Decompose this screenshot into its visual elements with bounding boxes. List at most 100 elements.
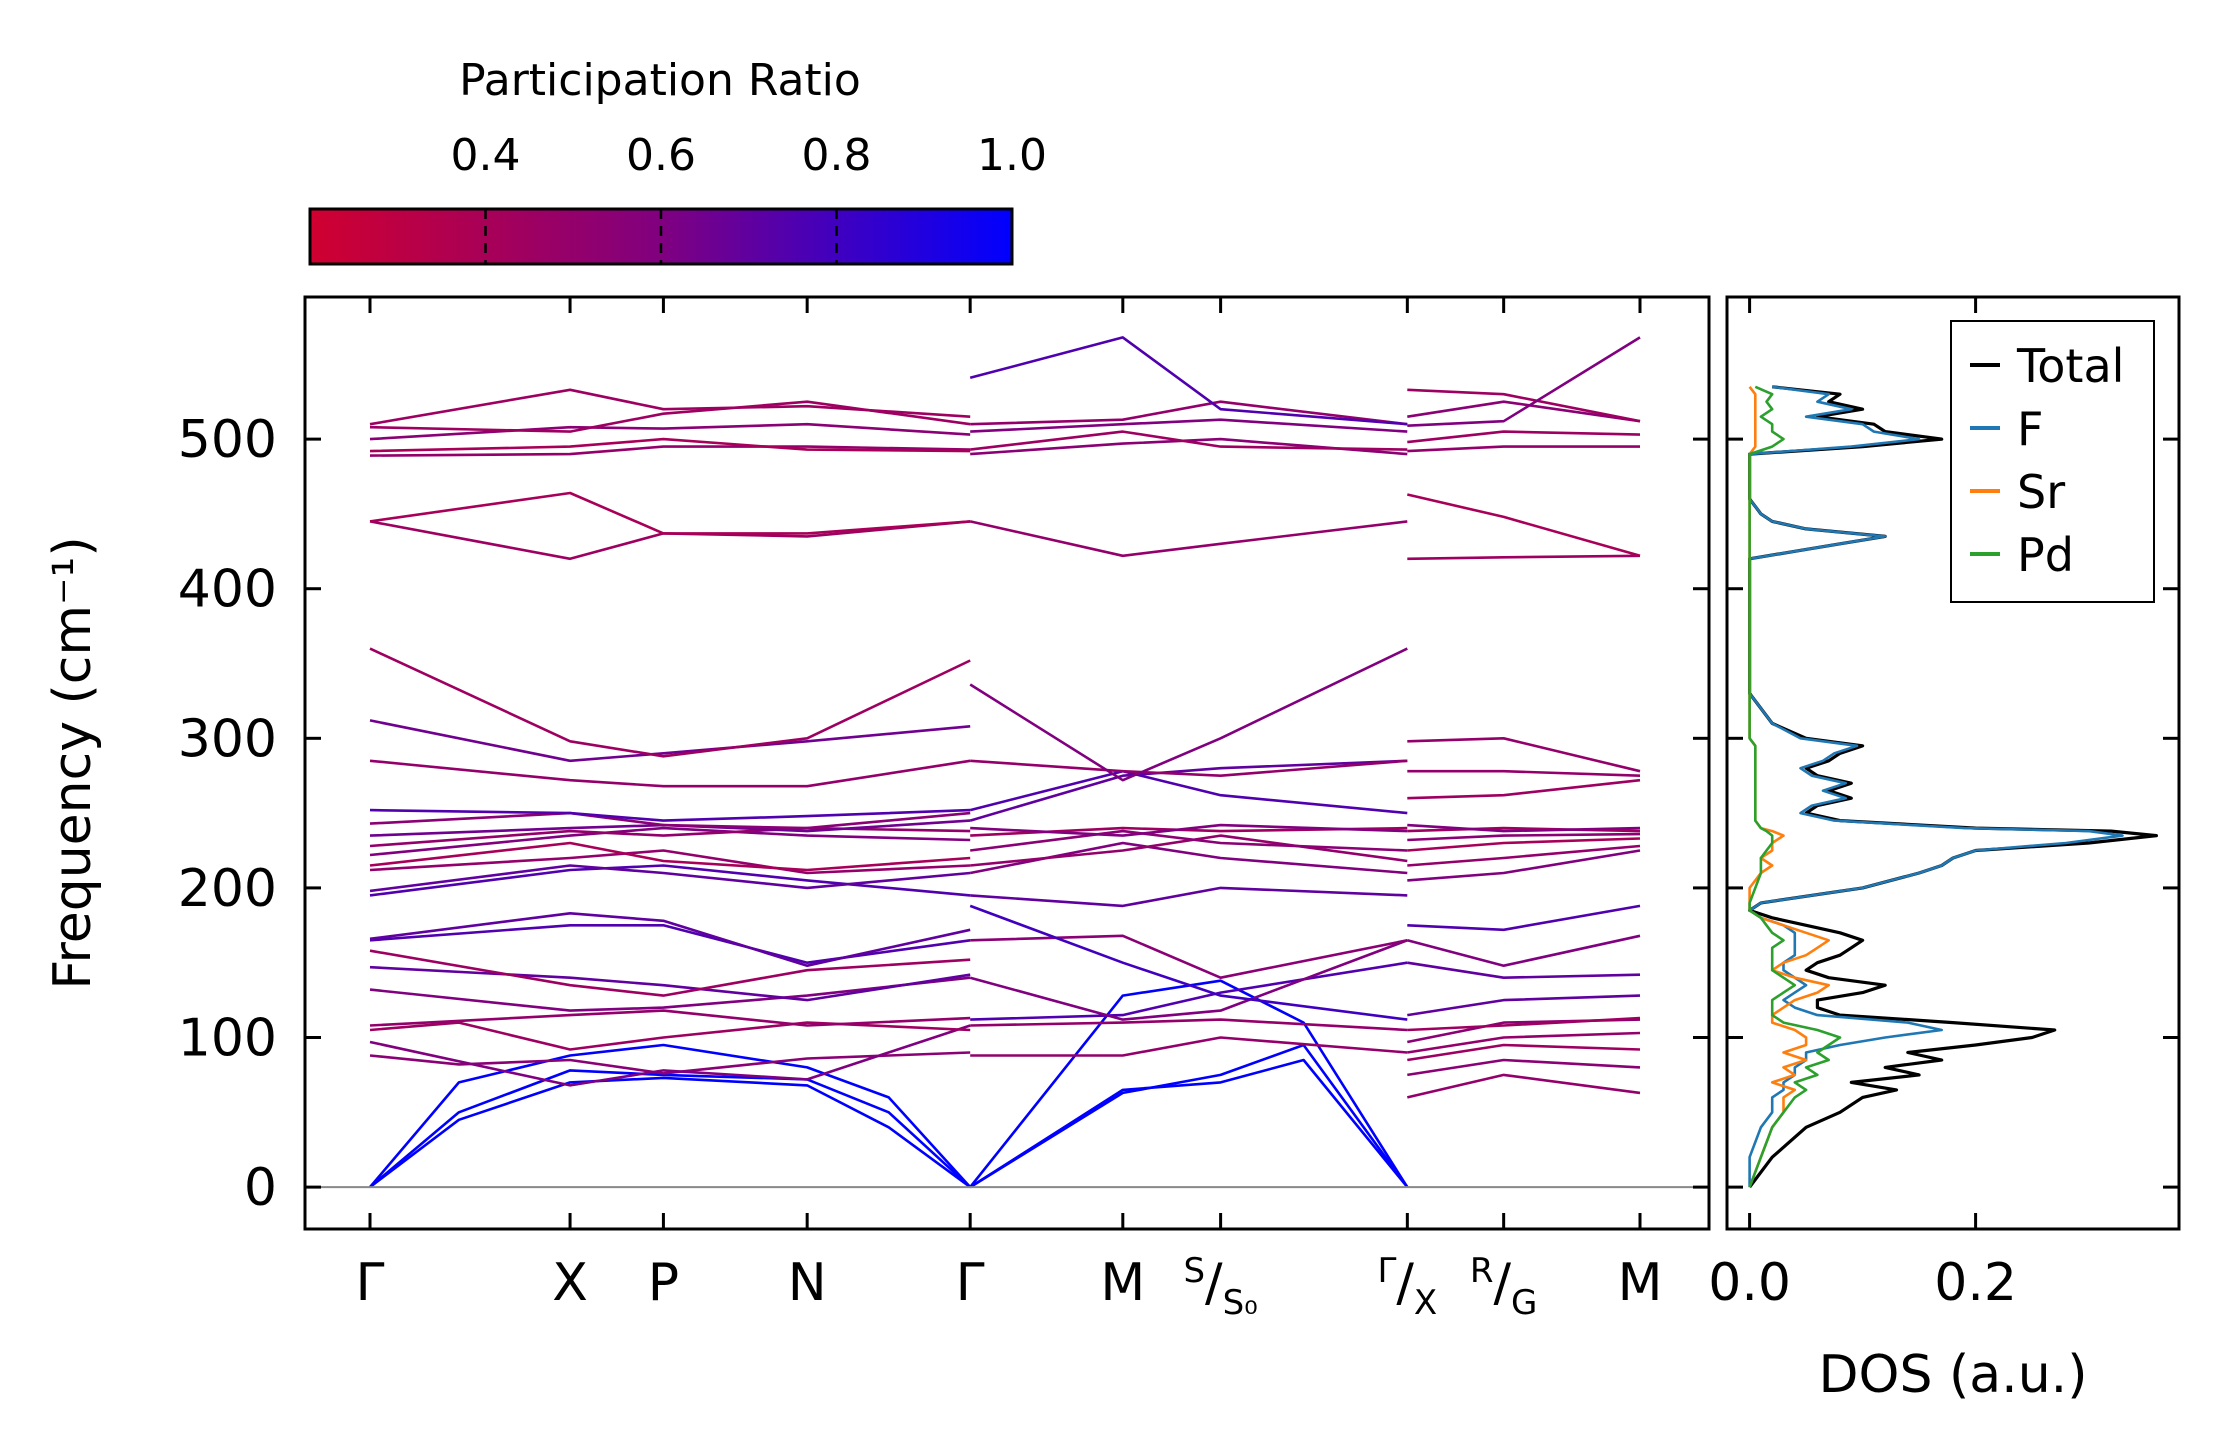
dos-lines: [1748, 385, 2158, 1189]
phonon-band: [369, 826, 971, 857]
phonon-band: [969, 759, 1408, 822]
band-y-axis: 0 100 200 300 400 500: [178, 410, 1709, 1218]
k-point-label-sub: S₀: [1223, 1283, 1258, 1323]
phonon-band: [969, 904, 1408, 1021]
phonon-band: [369, 841, 971, 872]
y-tick-label: 0: [244, 1158, 277, 1218]
phonon-band: [369, 388, 971, 426]
k-point-label-slash: /: [1396, 1253, 1414, 1313]
phonon-band: [1407, 832, 1641, 842]
dos-axes-frame: [1725, 295, 2181, 1231]
phonon-band: [969, 1058, 1409, 1189]
k-point-label-slash: /: [1494, 1253, 1512, 1313]
phonon-band: [369, 811, 971, 830]
colorbar-tick-label: 1.0: [977, 130, 1047, 181]
legend-label: Total: [2016, 339, 2124, 393]
phonon-band: [1407, 844, 1641, 867]
phonon-band: [1407, 849, 1641, 882]
colorbar-tick-label: 0.6: [626, 130, 696, 181]
phonon-band: [1407, 1018, 1641, 1044]
y-tick-label: 500: [178, 410, 277, 470]
phonon-band: [970, 437, 1408, 456]
phonon-band: [970, 829, 1408, 852]
phonon-band: [369, 849, 971, 875]
phonon-band: [1407, 1016, 1641, 1032]
phonon-band: [970, 1036, 1408, 1057]
phonon-band: [1407, 837, 1641, 852]
phonon-band: [369, 912, 971, 967]
phonon-band: [1407, 1031, 1641, 1054]
phonon-band: [970, 418, 1408, 433]
phonon-band: [369, 759, 971, 788]
phonon-band: [970, 759, 1408, 777]
phonon-band: [1407, 778, 1641, 800]
colorbar-ticks: 0.4 0.6 0.8 1.0: [451, 130, 1047, 264]
phonon-band: [369, 1051, 971, 1075]
phonon-band: [1407, 1058, 1641, 1077]
phonon-band: [369, 1024, 971, 1087]
k-point-label: M: [1100, 1253, 1145, 1313]
band-lines: [369, 336, 1641, 1189]
phonon-band: [969, 939, 1408, 1021]
band-x-axis: Γ X P N Γ M S/S₀Γ/XR/G M: [356, 297, 1663, 1323]
phonon-band: [369, 808, 971, 822]
k-point-label: P: [648, 1253, 679, 1313]
y-tick-label: 400: [178, 560, 277, 620]
phonon-band: [970, 834, 1408, 867]
y-tick-label: 200: [178, 859, 277, 919]
y-axis-label-text: Frequency (cm⁻¹): [43, 536, 103, 989]
phonon-band: [1407, 994, 1641, 1017]
k-point-label: N: [788, 1253, 827, 1313]
dos-x-tick-label: 0.2: [1934, 1253, 2017, 1313]
phonon-band: [969, 979, 1409, 1188]
k-point-label: Γ/X: [1377, 1251, 1437, 1323]
k-point-label: Γ: [956, 1253, 985, 1313]
phonon-band: [369, 719, 971, 763]
dos-series-sr: [1748, 386, 1830, 1188]
k-point-label-sup: S: [1183, 1251, 1205, 1291]
phonon-band: [1407, 388, 1641, 423]
legend-label: Sr: [2017, 465, 2065, 519]
phonon-band: [1407, 961, 1641, 979]
phonon-band: [970, 961, 1408, 1021]
dos-axes-ticks: 0.0 0.2: [1708, 297, 2179, 1313]
phonon-band: [1407, 336, 1641, 427]
phonon-band: [369, 864, 971, 897]
k-point-label: S/S₀: [1183, 1251, 1257, 1323]
phonon-band: [969, 520, 1408, 558]
band-axes-frame: [303, 295, 1711, 1231]
dos-series-f: [1748, 385, 2124, 1188]
phonon-band: [1407, 430, 1641, 444]
phonon-band: [970, 1018, 1408, 1032]
k-point-label-slash: /: [1205, 1253, 1223, 1313]
colorbar-tick-label: 0.4: [451, 130, 521, 181]
colorbar: Participation Ratio 0.4 0.6 0.8 1.0: [308, 55, 1047, 266]
phonon-band: [969, 336, 1408, 426]
phonon-band: [1407, 1043, 1641, 1062]
phonon-band: [369, 1076, 971, 1189]
k-point-label: M: [1618, 1253, 1663, 1313]
phonon-band: [969, 647, 1408, 782]
k-point-label-sub: X: [1414, 1283, 1437, 1323]
phonon-band: [970, 400, 1408, 426]
phonon-band: [369, 422, 971, 441]
k-point-label-sup: Γ: [1377, 1251, 1396, 1291]
phonon-band: [1407, 769, 1641, 777]
phonon-band: [369, 976, 971, 1012]
phonon-band: [970, 886, 1408, 908]
phonon-band: [1407, 554, 1641, 561]
phonon-band: [1406, 934, 1641, 967]
dos-panel: 0.0 0.2 DOS (a.u.) Total F Sr Pd: [1708, 295, 2181, 1405]
k-point-label: Γ: [356, 1253, 385, 1313]
phonon-band: [1407, 1073, 1641, 1099]
phonon-band: [369, 437, 971, 453]
phonon-band: [369, 826, 971, 848]
phonon-band: [1407, 493, 1641, 558]
phonon-band: [970, 430, 1408, 451]
k-point-label-sub: G: [1511, 1283, 1537, 1323]
legend-label: F: [2017, 402, 2043, 456]
phonon-band: [1407, 400, 1641, 423]
phonon-band: [369, 949, 971, 997]
